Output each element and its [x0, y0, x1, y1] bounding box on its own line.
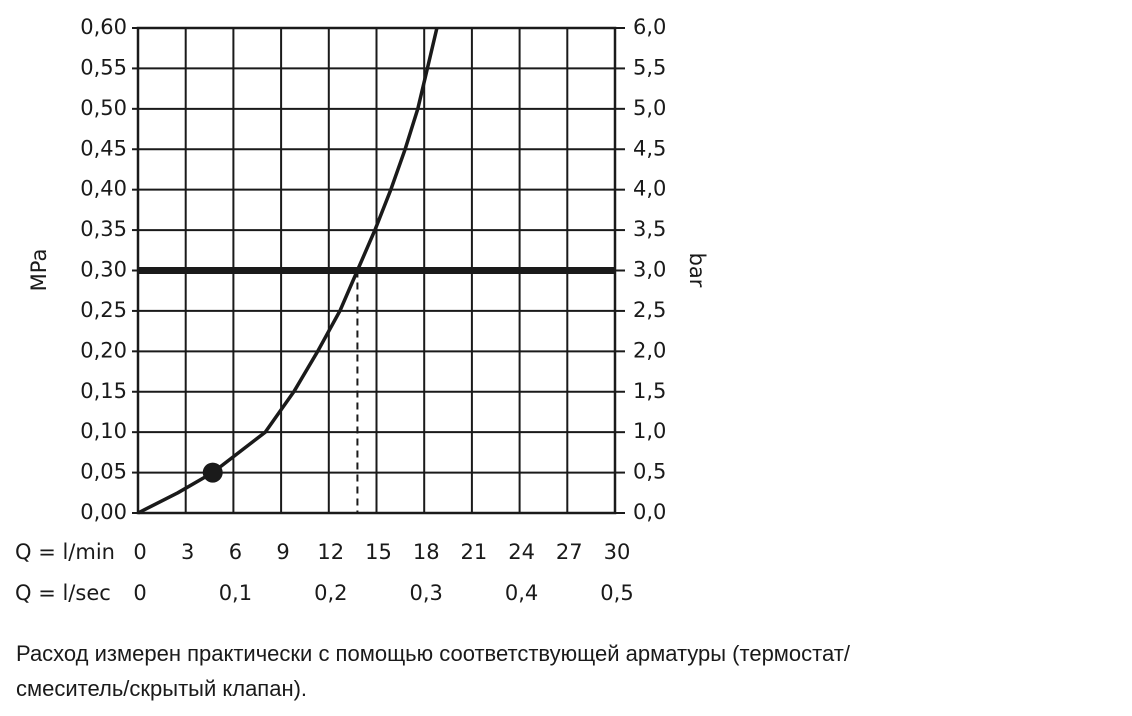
x-axis-label: Q = l/min — [15, 540, 115, 564]
x2-tick-label: 0,4 — [505, 581, 538, 605]
y2-tick-label: 3,5 — [633, 217, 666, 241]
y-tick-label: 0,30 — [80, 258, 127, 282]
y-tick-label: 0,10 — [80, 419, 127, 443]
caption: смеситель/скрытый клапан). — [16, 676, 307, 701]
x2-tick-label: 0 — [133, 581, 146, 605]
y2-tick-label: 6,0 — [633, 15, 666, 39]
x-tick-label: 18 — [413, 540, 440, 564]
x-tick-label: 21 — [461, 540, 488, 564]
caption: Расход измерен практически с помощью соо… — [16, 641, 851, 666]
y2-tick-label: 1,5 — [633, 379, 666, 403]
y2-axis-label: bar — [685, 253, 709, 288]
y-tick-label: 0,20 — [80, 338, 127, 362]
y-tick-label: 0,45 — [80, 136, 127, 160]
y-tick-label: 0,60 — [80, 15, 127, 39]
y2-tick-label: 1,0 — [633, 419, 666, 443]
y2-tick-label: 2,5 — [633, 298, 666, 322]
x-tick-label: 27 — [556, 540, 583, 564]
y-tick-label: 0,05 — [80, 460, 127, 484]
x2-tick-label: 0,3 — [409, 581, 442, 605]
x-tick-label: 0 — [133, 540, 146, 564]
x2-tick-label: 0,5 — [600, 581, 633, 605]
y-tick-label: 0,35 — [80, 217, 127, 241]
x-tick-label: 12 — [317, 540, 344, 564]
x-tick-label: 15 — [365, 540, 392, 564]
y2-tick-label: 4,5 — [633, 136, 666, 160]
y2-tick-label: 5,5 — [633, 55, 666, 79]
y2-tick-label: 3,0 — [633, 258, 666, 282]
y-tick-label: 0,15 — [80, 379, 127, 403]
y2-tick-label: 0,5 — [633, 460, 666, 484]
x-tick-label: 24 — [508, 540, 535, 564]
x-tick-label: 9 — [276, 540, 289, 564]
x-tick-label: 3 — [181, 540, 194, 564]
x2-axis-label: Q = l/sec — [15, 581, 111, 605]
y-tick-label: 0,50 — [80, 96, 127, 120]
y-axis-label: MPa — [27, 249, 51, 292]
y-tick-label: 0,25 — [80, 298, 127, 322]
x2-tick-label: 0,1 — [219, 581, 252, 605]
y-tick-label: 0,55 — [80, 55, 127, 79]
x2-tick-label: 0,2 — [314, 581, 347, 605]
x-tick-label: 30 — [604, 540, 631, 564]
y2-tick-label: 0,0 — [633, 500, 666, 524]
y-tick-label: 0,00 — [80, 500, 127, 524]
x-tick-label: 6 — [229, 540, 242, 564]
y2-tick-label: 5,0 — [633, 96, 666, 120]
y-tick-label: 0,40 — [80, 177, 127, 201]
y2-tick-label: 4,0 — [633, 177, 666, 201]
curve — [137, 27, 439, 515]
y2-tick-label: 2,0 — [633, 338, 666, 362]
marker — [202, 462, 223, 483]
